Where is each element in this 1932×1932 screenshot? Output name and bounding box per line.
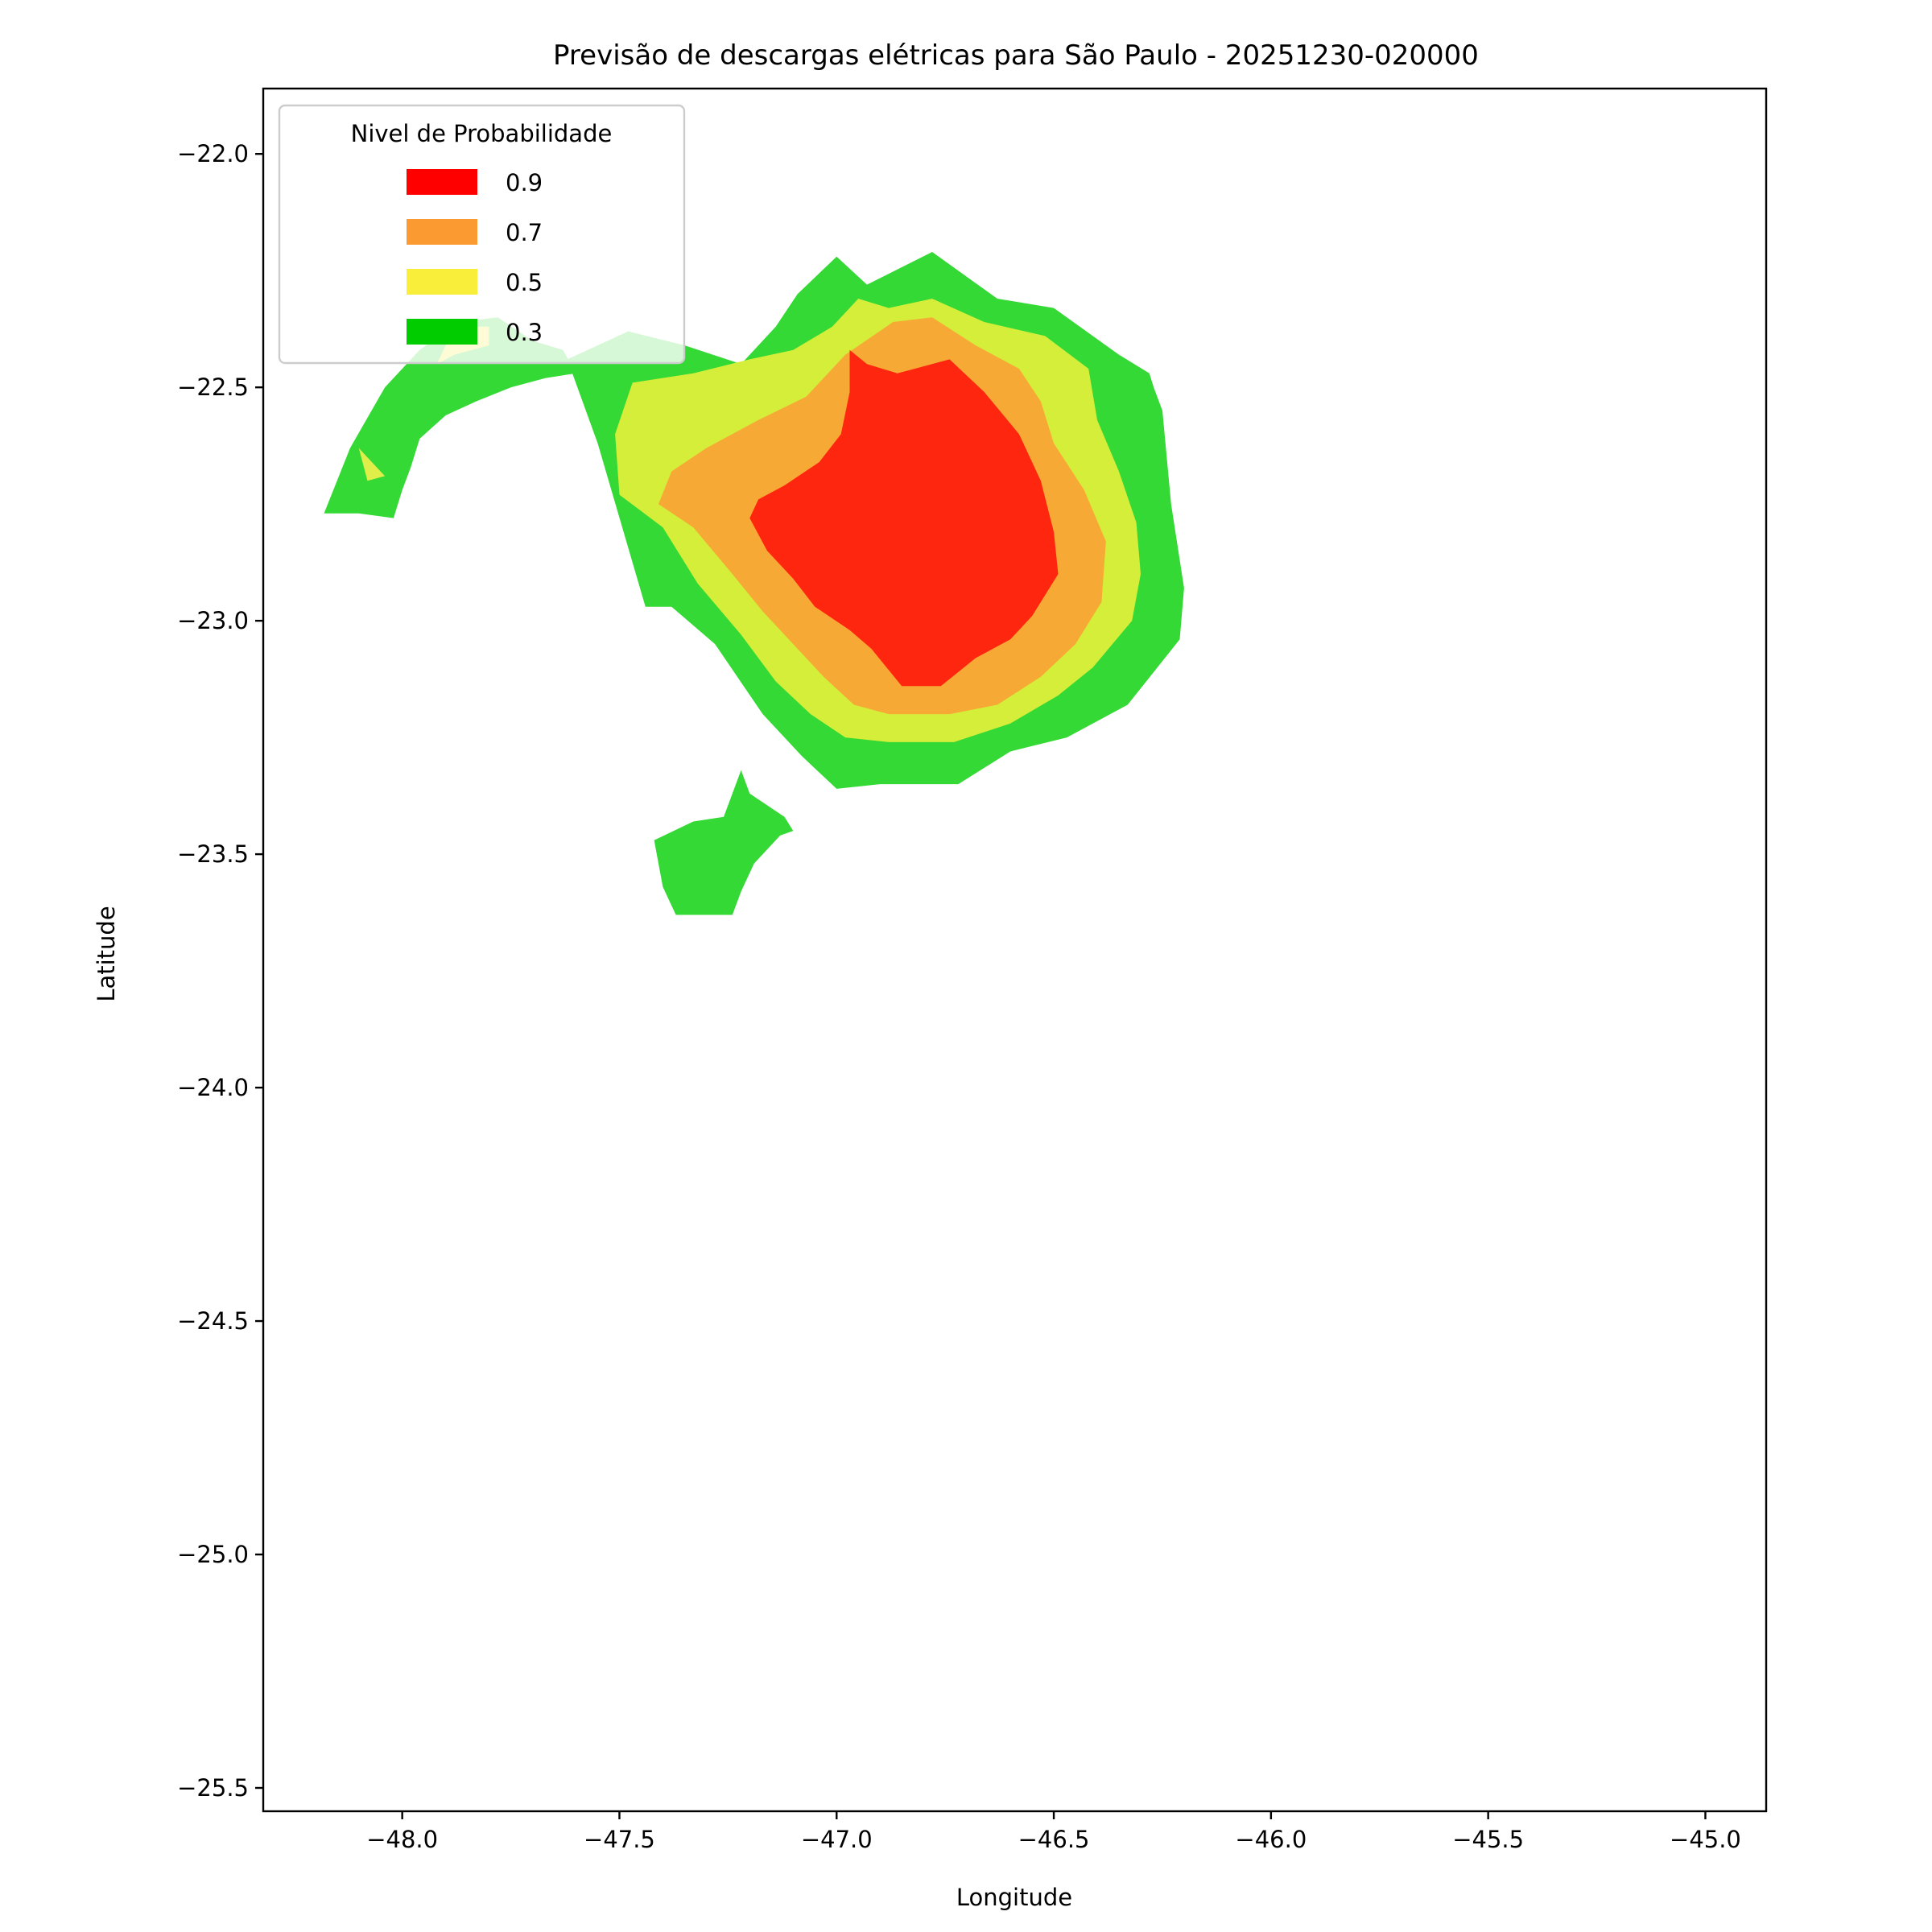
region-main-cell-level-0-9-3 [749, 349, 1059, 687]
legend-box [278, 104, 686, 365]
y-tick-label: −22.0 [177, 140, 249, 167]
x-axis: −48.0 −47.5 −47.0 −46.5 −46.0 −45.5 −45.0 [366, 1811, 1741, 1853]
legend: Nivel de Probabilidade 0.9 0.7 0.5 0.3 [278, 104, 686, 365]
x-tick-label: −47.0 [801, 1826, 873, 1853]
y-tick-label: −23.0 [177, 607, 249, 634]
y-tick-label: −24.5 [177, 1307, 249, 1335]
legend-label-0-5: 0.5 [506, 269, 543, 296]
legend-swatch-0-5 [407, 269, 477, 295]
region-west-arc-level-0-3-5 [324, 317, 576, 518]
x-tick-label: −48.0 [366, 1826, 438, 1853]
x-tick-label: −45.5 [1452, 1826, 1524, 1853]
region-west-arc-level-0-5-7 [358, 448, 386, 481]
x-tick-label: −47.5 [584, 1826, 655, 1853]
x-tick-label: −46.0 [1235, 1826, 1307, 1853]
legend-label-0-3: 0.3 [506, 319, 543, 346]
y-tick-label: −25.5 [177, 1774, 249, 1802]
legend-swatch-0-7 [407, 219, 477, 245]
plot-frame [262, 87, 1768, 1813]
legend-swatch-0-9 [407, 169, 477, 195]
y-tick-label: −25.0 [177, 1541, 249, 1568]
legend-title: Nivel de Probabilidade [351, 120, 613, 147]
legend-entries: 0.9 0.7 0.5 0.3 [407, 169, 543, 346]
y-axis-label: Latitude [93, 906, 120, 1001]
region-south-cell-level-0-3-4 [654, 770, 794, 915]
chart-title: Previsão de descargas elétricas para São… [553, 39, 1479, 72]
probability-regions [324, 252, 1184, 915]
y-tick-label: −24.0 [177, 1074, 249, 1101]
x-axis-label: Longitude [956, 1884, 1072, 1911]
y-tick-label: −23.5 [177, 840, 249, 868]
legend-swatch-0-3 [407, 319, 477, 345]
x-tick-label: −46.5 [1018, 1826, 1090, 1853]
legend-label-0-9: 0.9 [506, 169, 543, 196]
legend-label-0-7: 0.7 [506, 219, 543, 246]
y-axis: −22.0 −22.5 −23.0 −23.5 −24.0 −24.5 −25.0 −25.5 [177, 140, 263, 1802]
x-tick-label: −45.0 [1670, 1826, 1741, 1853]
y-tick-label: −22.5 [177, 374, 249, 401]
